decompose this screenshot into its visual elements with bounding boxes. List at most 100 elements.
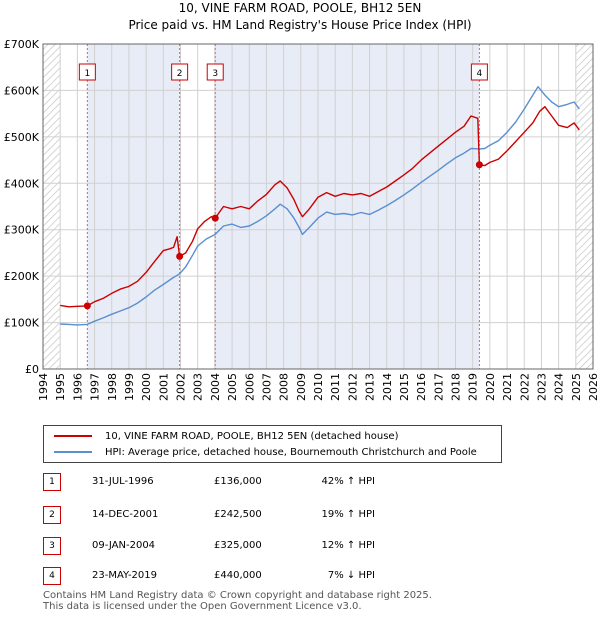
sale-row: 1 31-JUL-1996 £136,000 42% ↑ HPI (43, 473, 463, 493)
x-tick-label: 2010 (312, 373, 325, 401)
plot-frame (42, 43, 594, 370)
sale-row: 2 14-DEC-2001 £242,500 19% ↑ HPI (43, 506, 463, 526)
sale-marker-box (171, 63, 189, 81)
sale-marker-number: 2 (177, 69, 183, 79)
ownership-period (87, 44, 180, 369)
sale-number: 1 (43, 473, 61, 491)
ownership-period (215, 44, 480, 369)
x-tick-label: 2002 (175, 373, 188, 401)
chart-subtitle: Price paid vs. HM Land Registry's House … (128, 18, 471, 32)
sale-price: £242,500 (214, 509, 262, 520)
sale-point (176, 252, 184, 260)
x-tick-label: 2013 (364, 373, 377, 401)
y-tick-label: £300K (4, 224, 40, 237)
sale-hpi-change: 42% ↑ HPI (321, 476, 375, 487)
footer-copyright: Contains HM Land Registry data © Crown c… (43, 590, 432, 601)
sale-marker-number: 1 (84, 69, 90, 79)
legend-item-property: 10, VINE FARM ROAD, POOLE, BH12 5EN (det… (54, 428, 399, 444)
legend-label-property: 10, VINE FARM ROAD, POOLE, BH12 5EN (det… (105, 430, 399, 442)
sale-row: 4 23-MAY-2019 £440,000 7% ↓ HPI (43, 567, 463, 587)
series (60, 86, 580, 326)
legend-swatch-property (54, 435, 92, 437)
sale-point (475, 161, 483, 169)
x-tick-label: 2022 (518, 373, 531, 401)
y-tick-label: £500K (4, 131, 40, 144)
y-tick-label: £700K (4, 38, 40, 51)
x-tick-label: 1996 (71, 373, 84, 401)
sale-point (83, 302, 91, 310)
sale-marker-box (78, 63, 96, 81)
property-price-line (60, 106, 580, 308)
x-tick-label: 2015 (398, 373, 411, 401)
legend: 10, VINE FARM ROAD, POOLE, BH12 5EN (det… (43, 425, 502, 463)
x-tick-label: 2025 (570, 373, 583, 401)
x-tick-label: 1995 (54, 373, 67, 401)
x-tick-label: 2014 (381, 373, 394, 401)
x-tick-label: 1997 (89, 373, 102, 401)
x-tick-label: 2008 (278, 373, 291, 401)
y-tick-label: £200K (4, 270, 40, 283)
x-tick-label: 2009 (295, 373, 308, 401)
sale-hpi-change: 19% ↑ HPI (321, 509, 375, 520)
sale-number: 2 (43, 506, 61, 524)
y-tick-label: £100K (4, 317, 40, 330)
y-axis-labels: £0 £100K £200K £300K £400K £500K £600K £700K (4, 38, 40, 376)
sale-marker-lines: 1 2 3 4 (78, 44, 488, 369)
x-tick-label: 2012 (346, 373, 359, 401)
x-tick-label: 2019 (467, 373, 480, 401)
x-tick-label: 1999 (123, 373, 136, 401)
price-chart: 10, VINE FARM ROAD, POOLE, BH12 5EN Pric… (4, 1, 600, 401)
sale-number: 3 (43, 537, 61, 555)
y-tick-label: £400K (4, 177, 40, 190)
sale-marker-label: 4 (470, 63, 488, 81)
y-tick-label: £0 (25, 363, 39, 376)
hpi-line (60, 86, 580, 326)
x-tick-label: 2024 (553, 373, 566, 401)
x-tick-label: 2007 (260, 373, 273, 401)
sale-point (211, 214, 219, 222)
sale-price: £136,000 (214, 476, 262, 487)
x-axis-labels: 1994 1995 1996 1997 1998 1999 2000 2001 2002 2003… (37, 373, 600, 401)
chart-title: 10, VINE FARM ROAD, POOLE, BH12 5EN (179, 1, 422, 15)
shaded-periods (43, 44, 593, 369)
sale-price: £325,000 (214, 540, 262, 551)
x-tick-label: 2005 (226, 373, 239, 401)
legend-label-hpi: HPI: Average price, detached house, Bour… (105, 446, 477, 458)
x-tick-label: 2003 (192, 373, 205, 401)
y-tick-label: £600K (4, 84, 40, 97)
x-tick-label: 2004 (209, 373, 222, 401)
x-tick-label: 2000 (140, 373, 153, 401)
sale-price: £440,000 (214, 570, 262, 581)
sale-marker-label: 1 (78, 63, 96, 81)
x-tick-label: 1994 (37, 373, 50, 401)
sale-hpi-change: 7% ↓ HPI (327, 570, 375, 581)
footer-licence: This data is licensed under the Open Gov… (43, 601, 362, 612)
sale-hpi-change: 12% ↑ HPI (321, 540, 375, 551)
sale-marker-box (206, 63, 224, 81)
x-tick-label: 2026 (587, 373, 600, 401)
x-tick-label: 2001 (157, 373, 170, 401)
grid (42, 43, 594, 370)
x-tick-label: 2023 (535, 373, 548, 401)
x-tick-label: 2018 (450, 373, 463, 401)
x-tick-label: 2011 (329, 373, 342, 401)
sale-marker-label: 2 (171, 63, 189, 81)
sale-points (83, 161, 483, 310)
x-tick-label: 2016 (415, 373, 428, 401)
x-tick-label: 2017 (432, 373, 445, 401)
sale-marker-number: 4 (477, 69, 483, 79)
sale-row: 3 09-JAN-2004 £325,000 12% ↑ HPI (43, 537, 463, 557)
footer: Contains HM Land Registry data © Crown c… (43, 590, 432, 612)
x-tick-label: 1998 (106, 373, 119, 401)
sale-date: 31-JUL-1996 (92, 476, 154, 487)
sale-marker-label: 3 (206, 63, 224, 81)
sale-marker-number: 3 (212, 69, 218, 79)
sale-date: 23-MAY-2019 (92, 570, 158, 581)
hatched-region (575, 44, 593, 369)
sale-number: 4 (43, 567, 61, 585)
sale-marker-box (470, 63, 488, 81)
sale-date: 14-DEC-2001 (92, 509, 159, 520)
x-tick-label: 2006 (243, 373, 256, 401)
x-tick-label: 2021 (501, 373, 514, 401)
x-tick-label: 2020 (484, 373, 497, 401)
